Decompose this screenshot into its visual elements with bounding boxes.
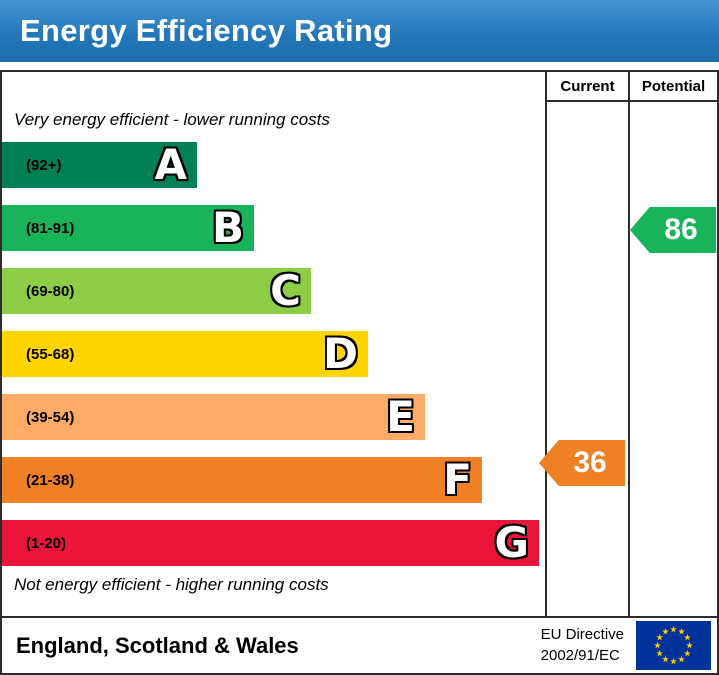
eu-directive-label: EU Directive 2002/91/EC	[541, 625, 624, 666]
page-title: Energy Efficiency Rating	[20, 13, 393, 48]
potential-column-header: Potential	[630, 72, 717, 102]
current-column-divider	[545, 72, 547, 616]
footer: England, Scotland & Wales EU Directive 2…	[0, 618, 719, 675]
rating-band-f: (21-38) F	[2, 457, 482, 503]
band-range-label: (39-54)	[26, 408, 75, 426]
rating-band-c: (69-80) C	[2, 268, 311, 314]
band-range-label: (1-20)	[26, 534, 67, 552]
rating-band-e: (39-54) E	[2, 394, 425, 440]
eu-directive-line2: 2002/91/EC	[540, 646, 620, 664]
rating-band-a: (92+) A	[2, 142, 197, 188]
current-rating-value: 36	[573, 446, 607, 479]
band-range-label: (92+)	[26, 156, 62, 174]
band-range-label: (81-91)	[26, 219, 75, 237]
band-letter: B	[211, 203, 244, 252]
current-rating-arrow: 36	[539, 440, 625, 486]
eu-flag-icon	[636, 621, 711, 670]
rating-band-d: (55-68) D	[2, 331, 368, 377]
rating-band-b: (81-91) B	[2, 205, 254, 251]
band-letter: D	[323, 329, 358, 378]
band-range-label: (21-38)	[26, 471, 75, 489]
potential-rating-value: 86	[664, 213, 698, 246]
page-title-banner: Energy Efficiency Rating	[0, 0, 719, 62]
band-letter: A	[154, 140, 187, 189]
band-letter: E	[386, 392, 415, 441]
current-column-header: Current	[547, 72, 628, 102]
eu-directive-line1: EU Directive	[540, 626, 624, 644]
band-range-label: (55-68)	[26, 345, 75, 363]
top-note: Very energy efficient - lower running co…	[14, 110, 330, 129]
bottom-note: Not energy efficient - higher running co…	[14, 575, 329, 594]
potential-column-divider	[628, 72, 630, 616]
band-range-label: (69-80)	[26, 282, 75, 300]
potential-rating-arrow: 86	[630, 207, 716, 253]
region-label: England, Scotland & Wales	[16, 632, 299, 658]
band-letter: F	[443, 455, 472, 504]
band-letter: G	[494, 518, 529, 567]
band-letter: C	[270, 266, 301, 315]
rating-chart: Current Potential Very energy efficient …	[0, 70, 719, 618]
rating-band-g: (1-20) G	[2, 520, 539, 566]
